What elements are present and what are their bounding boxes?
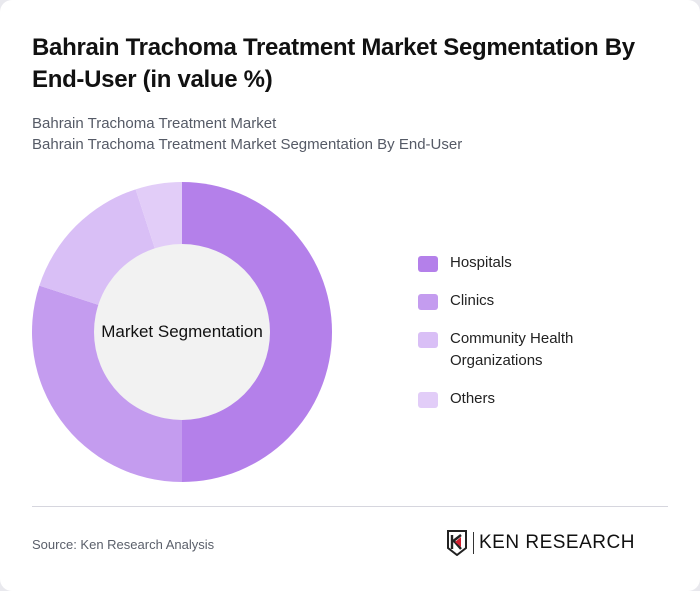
- ken-research-logo-icon: [447, 530, 467, 556]
- footer-divider: [32, 506, 668, 507]
- donut-hole: [94, 244, 270, 420]
- donut-chart: [32, 182, 332, 482]
- ken-research-logo: KEN RESEARCH: [446, 530, 635, 556]
- legend-item-others: Others: [418, 388, 610, 410]
- legend-label: Others: [450, 390, 496, 407]
- legend-label: Clinics: [450, 292, 495, 309]
- legend-swatch-icon: [418, 332, 438, 348]
- chart-subtitle: Bahrain Trachoma Treatment Market Bahrai…: [32, 113, 462, 155]
- legend-item-community-health-organizations: Community Health Organizations: [418, 328, 610, 372]
- legend-label: Hospitals: [450, 254, 512, 271]
- chart-legend: Hospitals Clinics Community Health Organ…: [418, 252, 610, 426]
- legend-label: Community Health Organizations: [450, 330, 574, 369]
- legend-swatch-icon: [418, 392, 438, 408]
- legend-item-hospitals: Hospitals: [418, 252, 610, 274]
- subtitle-line-2: Bahrain Trachoma Treatment Market Segmen…: [32, 136, 463, 153]
- subtitle-line-1: Bahrain Trachoma Treatment Market: [32, 115, 277, 132]
- logo-text: KEN RESEARCH: [479, 532, 635, 553]
- logo-separator: [473, 532, 474, 554]
- source-note: Source: Ken Research Analysis: [32, 537, 215, 552]
- legend-swatch-icon: [418, 294, 438, 310]
- donut-center-label: Market Segmentation: [101, 322, 263, 341]
- legend-item-clinics: Clinics: [418, 290, 610, 312]
- legend-swatch-icon: [418, 256, 438, 272]
- chart-title: Bahrain Trachoma Treatment Market Segmen…: [32, 34, 635, 93]
